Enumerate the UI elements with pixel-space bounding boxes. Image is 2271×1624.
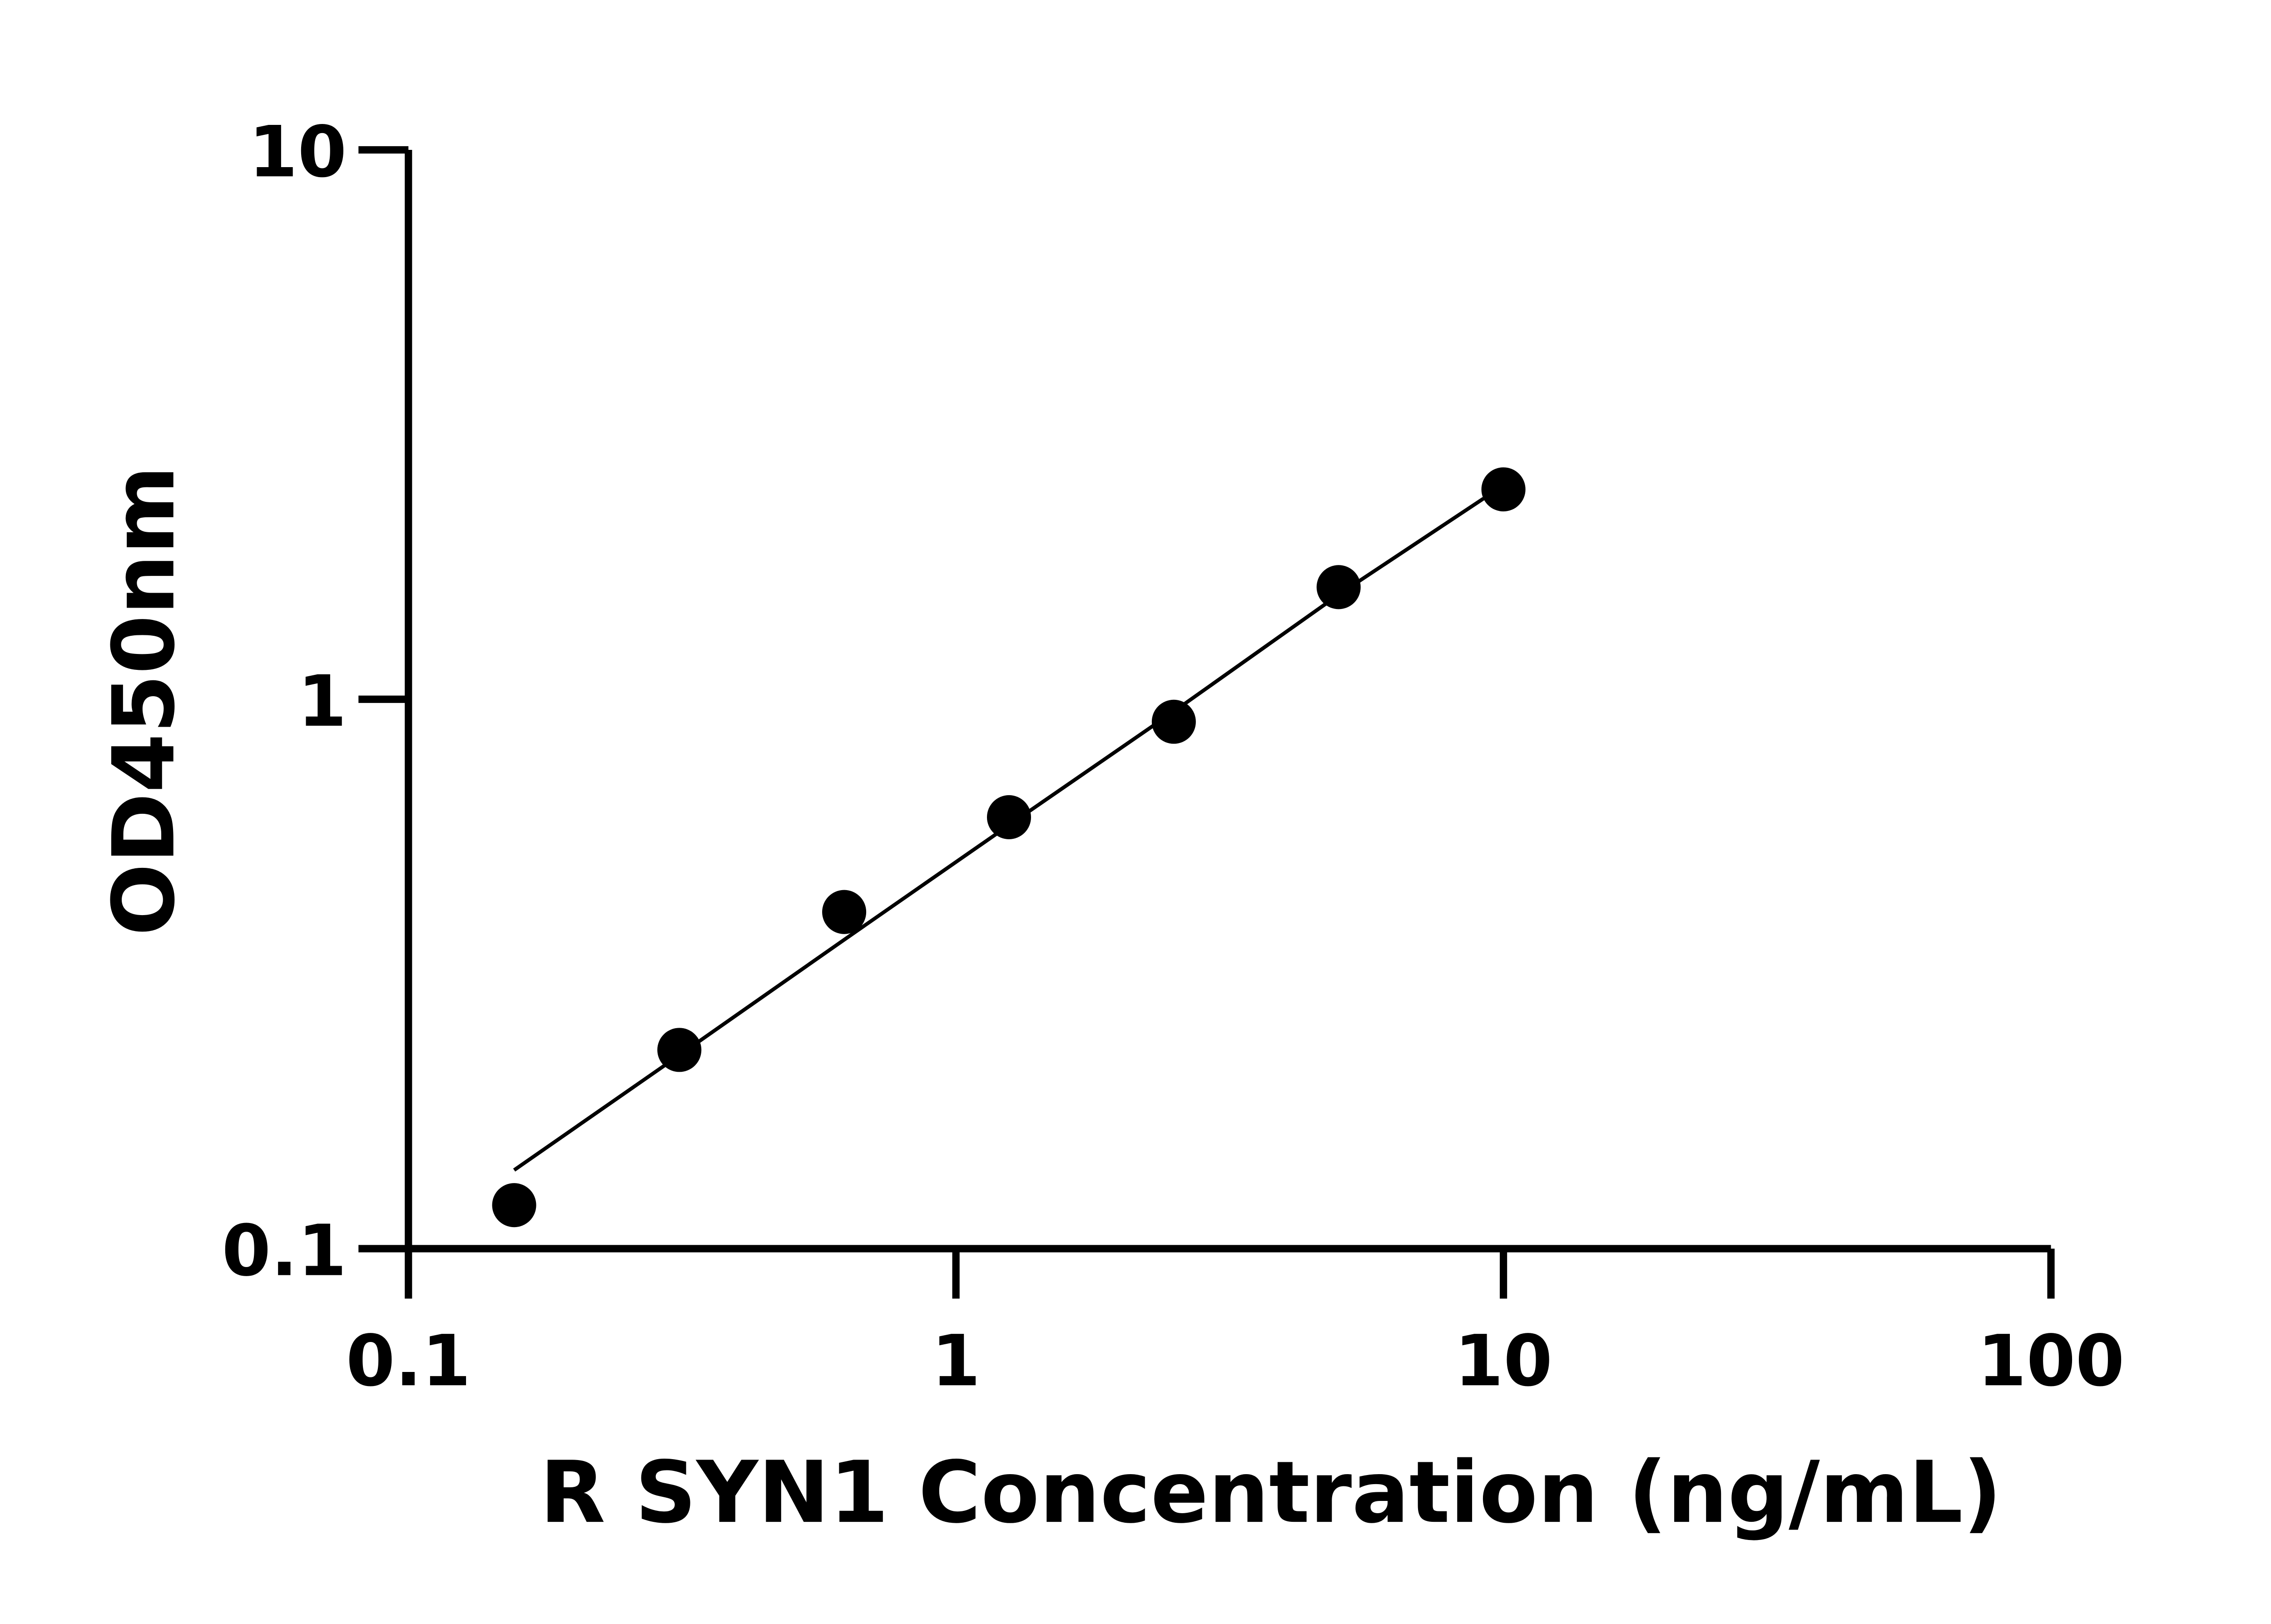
data-point xyxy=(987,795,1031,839)
data-point xyxy=(1151,699,1196,744)
data-point xyxy=(1481,467,1526,512)
data-point xyxy=(657,1028,702,1072)
axes xyxy=(358,146,2055,1299)
x-tick-label: 1 xyxy=(932,1320,981,1402)
data-point xyxy=(492,1183,536,1228)
data-points xyxy=(492,467,1526,1228)
x-tick-label: 10 xyxy=(1454,1320,1552,1402)
x-tick-labels: 0.1 1 10 100 xyxy=(346,1320,2125,1402)
y-tick-label: 10 xyxy=(248,111,347,193)
y-tick-labels: 0.1 1 10 xyxy=(222,111,347,1292)
data-point xyxy=(822,890,867,934)
data-point xyxy=(1316,565,1361,609)
x-axis-title: R SYN1 Concentration (ng/mL) xyxy=(540,1443,2002,1542)
y-axis-title: OD450nm xyxy=(95,465,194,936)
x-tick-label: 100 xyxy=(1977,1320,2124,1402)
x-tick-label: 0.1 xyxy=(346,1320,471,1402)
y-tick-label: 1 xyxy=(298,660,347,743)
y-tick-label: 0.1 xyxy=(222,1210,347,1292)
